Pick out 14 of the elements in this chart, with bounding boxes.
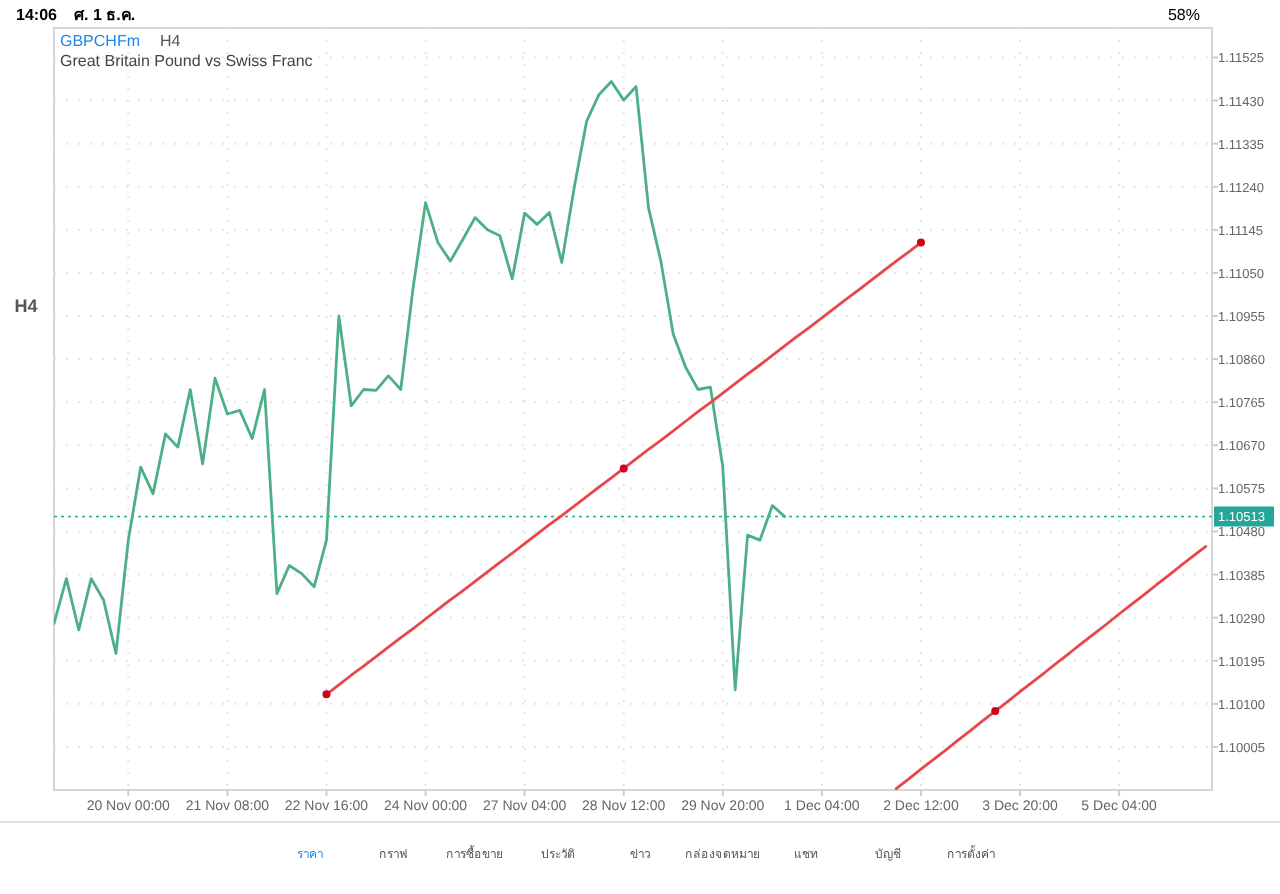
text: 14:06 [16, 6, 59, 24]
point [619, 464, 628, 473]
text: ศ. 1 ธ.ค. [74, 6, 136, 24]
point [916, 238, 925, 247]
chart-title: GBPCHFm [60, 32, 141, 50]
line-series [325, 241, 923, 696]
line-series [54, 80, 787, 692]
point [991, 707, 1000, 716]
annotation: H4 [160, 32, 182, 50]
line-series [894, 545, 1208, 790]
point [322, 690, 331, 699]
text: Great Britain Pound vs Swiss Franc [60, 52, 313, 70]
text: H4 [14, 296, 38, 316]
text: 58% [1167, 6, 1200, 24]
